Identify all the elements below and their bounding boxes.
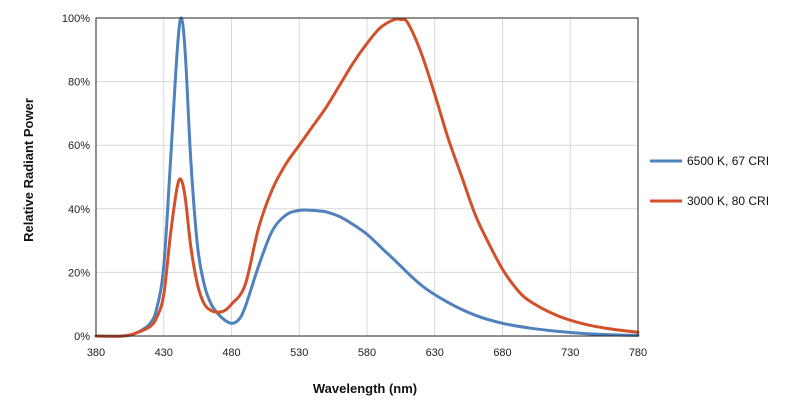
y-tick-label: 0%	[74, 331, 90, 343]
legend-label-3000k: 3000 K, 80 CRI	[687, 194, 769, 208]
series-lines	[94, 16, 640, 338]
x-tick-label: 430	[155, 347, 173, 359]
y-axis-title: Relative Radiant Power	[21, 98, 36, 242]
x-tick-label: 630	[426, 347, 444, 359]
y-tick-labels: 0% 20% 40% 60% 80% 100%	[62, 13, 90, 343]
y-tick-label: 100%	[62, 13, 90, 25]
x-tick-label: 530	[290, 347, 308, 359]
series-line-1	[94, 17, 640, 338]
x-tick-label: 580	[358, 347, 376, 359]
y-tick-label: 60%	[68, 140, 90, 152]
plot-frame	[95, 17, 639, 337]
series-line-0	[94, 16, 640, 338]
x-tick-label: 780	[629, 347, 647, 359]
y-tick-label: 40%	[68, 204, 90, 216]
x-tick-label: 480	[222, 347, 240, 359]
x-axis-title: Wavelength (nm)	[313, 381, 417, 396]
legend: 6500 K, 67 CRI 3000 K, 80 CRI	[650, 154, 769, 208]
y-tick-label: 20%	[68, 267, 90, 279]
x-tick-label: 730	[561, 347, 579, 359]
y-tick-label: 80%	[68, 77, 90, 89]
legend-label-6500k: 6500 K, 67 CRI	[687, 154, 769, 168]
x-tick-label: 380	[87, 347, 105, 359]
x-tick-label: 680	[493, 347, 511, 359]
x-tick-labels: 380 430 480 530 580 630 680 730 780	[87, 347, 647, 359]
